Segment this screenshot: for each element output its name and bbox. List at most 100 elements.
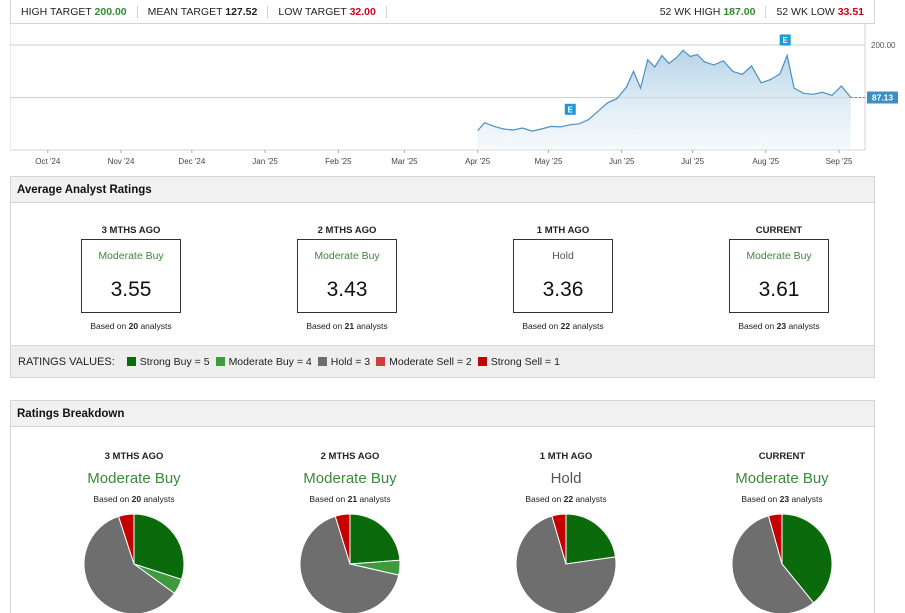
pie-slice: [133, 513, 185, 581]
x-tick-label: May '25: [535, 157, 563, 166]
average-ratings-title: Average Analyst Ratings: [11, 177, 874, 203]
mean-target: MEAN TARGET 127.52: [138, 5, 269, 18]
x-tick-label: Nov '24: [108, 157, 135, 166]
price-line: [477, 49, 852, 132]
average-rating-column: 2 MTHS AGO Moderate Buy 3.43 Based on 21 an…: [287, 203, 407, 331]
legend-label: Strong Buy = 5: [139, 355, 210, 368]
rating-box: Moderate Buy 3.61: [729, 239, 829, 313]
mean-target-label: MEAN TARGET: [147, 5, 223, 18]
svg-text:E: E: [783, 36, 789, 45]
rating-score: 3.61: [758, 278, 800, 301]
breakdown-column: CURRENT Moderate Buy Based on 23 analysts: [707, 427, 857, 613]
52wk-high-value: 187.00: [723, 5, 756, 18]
rating-box: Moderate Buy 3.55: [81, 239, 181, 313]
high-target-label: HIGH TARGET: [21, 5, 92, 18]
ratings-legend-items: Strong Buy = 5 Moderate Buy = 4 Hold = 3 Mo…: [126, 355, 566, 368]
pie-slice: [349, 513, 401, 565]
average-rating-column: CURRENT Moderate Buy 3.61 Based on 23 analy…: [719, 203, 839, 331]
period-label: 3 MTHS AGO: [101, 225, 161, 236]
earnings-marker-icon: E: [564, 103, 576, 115]
x-tick-label: Feb '25: [325, 157, 352, 166]
pie-slice: [117, 513, 135, 565]
pie-slice: [515, 515, 617, 613]
period-label: 1 MTH AGO: [539, 451, 593, 462]
breakdown-column: 1 MTH AGO Hold Based on 22 analysts: [491, 427, 641, 613]
52wk-low-value: 33.51: [837, 5, 864, 18]
analyst-count: Based on 22 analysts: [522, 321, 604, 331]
legend-item: Moderate Sell = 2: [376, 356, 472, 368]
legend-item: Strong Sell = 1: [477, 355, 560, 368]
rating-label: Moderate Buy: [735, 470, 829, 487]
breakdown-column: 2 MTHS AGO Moderate Buy Based on 21 analys…: [275, 427, 425, 613]
legend-swatch: [126, 357, 136, 366]
rating-label: Hold: [552, 250, 574, 262]
earnings-marker-icon: E: [779, 34, 791, 46]
analyst-count: Based on 20 analysts: [90, 321, 172, 331]
breakdown-column: 3 MTHS AGO Moderate Buy Based on 20 analys…: [59, 427, 209, 613]
pie-slice: [731, 515, 815, 613]
ratings-breakdown-title: Ratings Breakdown: [11, 401, 874, 427]
y-tick-label: 200.00: [871, 41, 896, 50]
price-area: [477, 50, 851, 150]
analyst-count: Based on 21 analysts: [306, 321, 388, 331]
rating-label: Moderate Buy: [314, 250, 380, 262]
svg-text:87.13: 87.13: [872, 93, 894, 103]
period-label: 3 MTHS AGO: [104, 451, 164, 462]
legend-label: Moderate Buy = 4: [228, 355, 312, 368]
rating-score: 3.36: [542, 278, 584, 301]
ratings-pie-chart[interactable]: [82, 512, 186, 613]
ratings-pie-chart[interactable]: [730, 512, 834, 613]
52wk-high: 52 WK HIGH 187.00: [650, 5, 767, 18]
ratings-pie-chart[interactable]: [514, 512, 618, 613]
legend-swatch: [317, 357, 327, 366]
period-label: 2 MTHS AGO: [317, 225, 377, 236]
legend-label: Strong Sell = 1: [490, 355, 560, 368]
pie-slice: [551, 513, 567, 565]
pie-slice: [767, 513, 783, 565]
legend-item: Moderate Buy = 4: [215, 355, 312, 368]
mean-target-value: 127.52: [225, 5, 258, 18]
legend-swatch: [215, 357, 225, 366]
average-ratings-panel: Average Analyst Ratings 3 MTHS AGO Modera…: [10, 176, 875, 378]
rating-label: Moderate Buy: [98, 250, 164, 262]
x-tick-label: Jan '25: [252, 157, 278, 166]
low-target-label: LOW TARGET: [278, 5, 347, 18]
analyst-count: Based on 21 analysts: [309, 494, 391, 504]
x-tick-label: Dec '24: [178, 157, 205, 166]
ratings-legend: RATINGS VALUES: Strong Buy = 5 Moderate B…: [11, 345, 874, 377]
ratings-breakdown-panel: Ratings Breakdown 3 MTHS AGO Moderate Buy…: [10, 400, 875, 613]
period-label: 1 MTH AGO: [536, 225, 590, 236]
x-tick-label: Mar '25: [391, 157, 418, 166]
current-price-badge: 87.13: [850, 91, 898, 104]
x-tick-label: Oct '24: [35, 157, 61, 166]
analyst-count: Based on 20 analysts: [93, 494, 175, 504]
52wk-low-label: 52 WK LOW: [776, 5, 835, 18]
x-tick-label: Sep '25: [826, 157, 853, 166]
x-tick-label: Jun '25: [609, 157, 635, 166]
rating-label: Moderate Buy: [87, 470, 181, 487]
low-target-value: 32.00: [349, 5, 376, 18]
legend-item: Hold = 3: [317, 356, 370, 368]
52wk-low: 52 WK LOW 33.51: [766, 6, 874, 18]
legend-swatch: [477, 357, 487, 366]
x-tick-label: Jul '25: [681, 157, 704, 166]
analyst-count: Based on 23 analysts: [741, 494, 823, 504]
legend-label: Moderate Sell = 2: [389, 355, 472, 368]
analyst-count: Based on 22 analysts: [525, 494, 607, 504]
price-targets-bar: HIGH TARGET 200.00 MEAN TARGET 127.52 LO…: [10, 0, 875, 24]
rating-label: Moderate Buy: [303, 470, 397, 487]
analyst-count: Based on 23 analysts: [738, 321, 820, 331]
x-tick-label: Apr '25: [465, 157, 491, 166]
pie-slice: [83, 515, 176, 613]
pie-slice: [334, 513, 351, 565]
rating-box: Moderate Buy 3.43: [297, 239, 397, 313]
pie-slice: [565, 513, 617, 565]
x-tick-label: Aug '25: [752, 157, 779, 166]
rating-score: 3.55: [110, 278, 152, 301]
high-target: HIGH TARGET 200.00: [11, 5, 138, 18]
average-ratings-columns: 3 MTHS AGO Moderate Buy 3.55 Based on 20 an…: [11, 203, 874, 346]
rating-score: 3.43: [326, 278, 368, 301]
ratings-pie-chart[interactable]: [298, 512, 402, 613]
